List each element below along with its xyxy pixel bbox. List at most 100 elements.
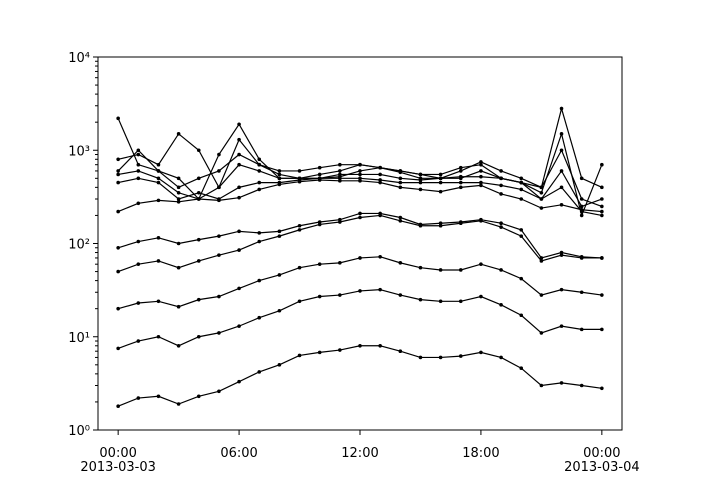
data-point [499,225,503,229]
data-point [176,265,181,270]
data-point [519,313,524,318]
data-point [458,299,463,304]
data-point [277,176,282,181]
data-point [317,350,322,355]
y-tick-label: 10⁴ [68,51,90,66]
data-point [519,187,524,192]
data-point [297,265,302,270]
data-point [600,162,604,167]
data-point [479,169,483,173]
data-point [539,190,544,195]
data-point [458,185,463,190]
data-point [539,206,544,210]
data-point [378,172,382,177]
data-point [297,178,302,182]
data-point [196,237,201,242]
data-point [418,187,423,192]
data-point [559,253,564,257]
data-point [438,172,443,177]
data-point [277,363,282,367]
data-point [519,180,524,185]
data-point [176,190,181,195]
data-point [338,162,342,167]
data-point [217,234,221,238]
data-point [499,268,503,272]
data-point [559,287,564,292]
data-point [579,197,584,201]
data-point [579,255,584,259]
data-point [257,169,262,173]
data-point [217,331,221,335]
data-point [156,394,161,399]
x-date-label: 2013-03-03 [80,460,156,475]
data-point [156,180,161,185]
data-point [398,185,403,190]
data-point [438,189,443,194]
data-point [539,185,544,190]
data-point [196,259,201,263]
y-tick-label: 10² [68,238,90,253]
data-point [237,122,241,127]
data-point [499,183,503,188]
data-point [338,293,342,297]
data-point [519,276,524,281]
data-point [277,180,282,185]
data-point [136,301,141,305]
data-point [539,197,544,201]
data-point [176,197,181,201]
data-point [338,169,342,173]
data-point [479,350,483,355]
data-point [398,293,403,297]
data-point [358,215,362,220]
data-point [196,190,201,195]
data-point [116,172,120,177]
data-point [579,327,584,332]
data-point [116,269,120,274]
y-tick-label: 10⁰ [68,424,90,439]
series-line [117,214,602,273]
data-point [176,304,181,309]
data-point [519,366,524,370]
data-point [297,353,302,358]
data-point [499,355,503,360]
data-point [116,169,120,173]
data-point [257,239,262,244]
data-point [479,217,483,222]
data-point [176,200,181,204]
data-point [297,169,302,173]
data-point [156,334,161,339]
data-point [378,180,382,185]
data-point [519,176,524,181]
data-point [338,172,342,177]
data-point [418,222,423,227]
data-point [559,324,564,328]
data-point [600,213,604,218]
data-point [398,169,403,173]
data-point [136,148,141,153]
data-point [438,299,443,304]
data-point [277,308,282,313]
series-line [117,345,602,407]
series-line [117,106,603,201]
data-point [317,262,322,266]
data-point [398,215,403,220]
data-point [458,176,463,181]
data-point [116,209,120,214]
data-point [358,179,362,183]
data-point [156,299,161,304]
data-point [277,172,282,177]
data-point [600,256,604,260]
data-point [116,180,120,185]
data-point [156,169,161,173]
data-point [458,354,463,358]
data-point [458,180,463,185]
data-point [196,394,201,399]
data-point [338,261,342,265]
data-point [418,180,423,185]
data-point [156,176,161,181]
data-point [539,256,544,260]
data-point [156,198,161,203]
data-point [438,223,443,228]
data-point [378,287,382,292]
